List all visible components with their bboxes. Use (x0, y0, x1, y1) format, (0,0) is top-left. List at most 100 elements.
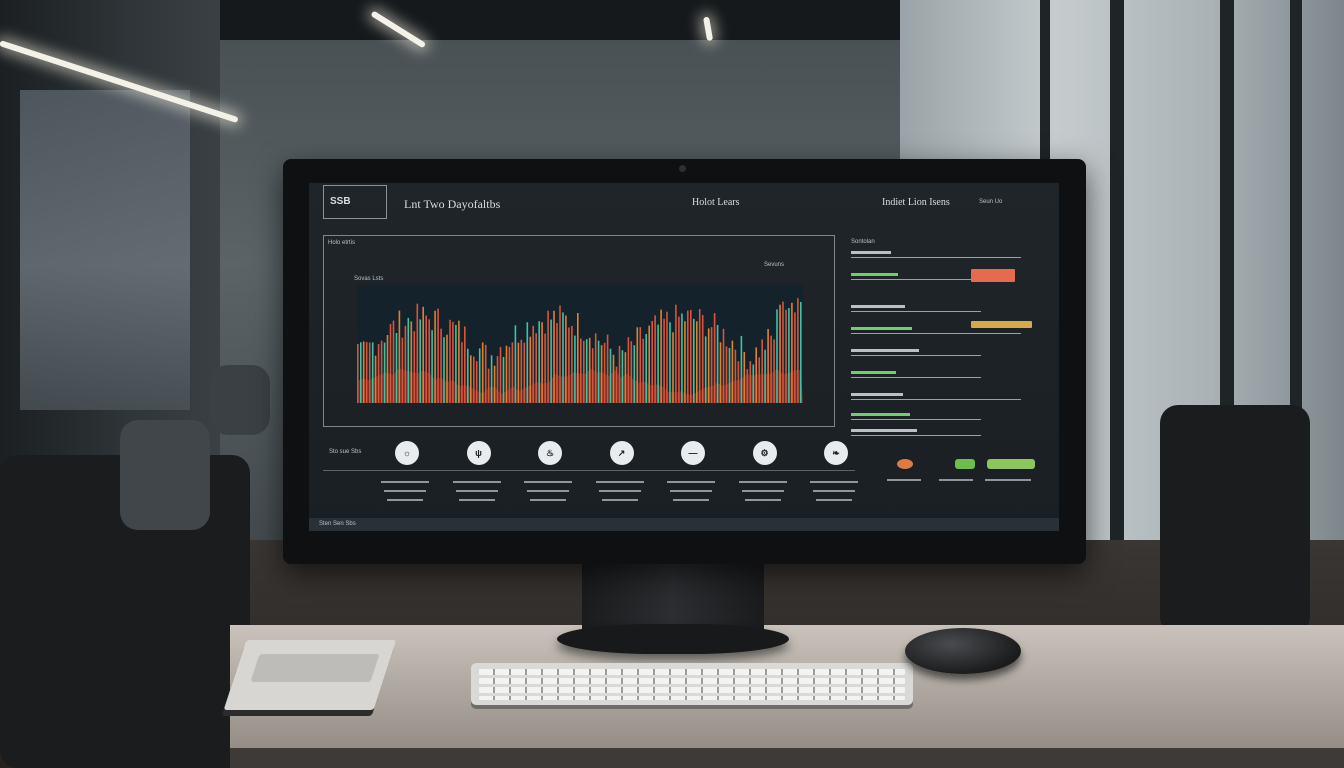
chart-bar (458, 320, 460, 403)
chart-bar (615, 366, 618, 403)
chart-bar (636, 327, 639, 403)
chart-bar (794, 312, 796, 403)
chart-bar (642, 338, 644, 403)
chart-bar (371, 342, 374, 403)
right-panel-row-label (851, 393, 903, 396)
chart-bar (618, 345, 621, 403)
office-chair (120, 420, 210, 530)
logo: SSB (323, 185, 387, 219)
icon-caption-line (384, 490, 426, 492)
chart-bar (770, 335, 772, 403)
chart-bar (627, 337, 630, 403)
sun-icon[interactable]: ☼ (395, 441, 419, 465)
keyboard-row (479, 669, 905, 675)
chart-bar (550, 319, 552, 403)
chart-bar (660, 309, 662, 403)
chart-bar (675, 304, 677, 403)
chart-bar (467, 348, 469, 403)
icon-caption-line (813, 490, 855, 492)
chart-bar (707, 328, 710, 403)
chart-bar (657, 324, 659, 403)
chart-bar (455, 324, 457, 403)
keyboard-row (479, 696, 905, 700)
chart-bar (696, 321, 698, 403)
header-left-title: Lnt Two Dayofaltbs (404, 197, 501, 211)
chart-bar (600, 345, 603, 403)
footer-text: Sten Sen Sbs (319, 521, 356, 527)
chart-bar (678, 316, 680, 403)
icon-caption-line (744, 499, 781, 501)
chart-bar (758, 357, 760, 403)
chart-bar (672, 332, 674, 403)
right-panel-row-line (851, 377, 981, 378)
fork-icon[interactable]: ψ (466, 441, 491, 465)
icon-caption-line (673, 499, 709, 501)
right-panel-row-line (851, 399, 1021, 400)
chart-bar (517, 342, 520, 403)
chart-bar (654, 315, 656, 403)
green-bar-icon (987, 459, 1035, 469)
fire-icon[interactable]: ♨ (538, 441, 562, 465)
chart-bar (621, 350, 624, 403)
chart-bar (585, 339, 588, 403)
computer-mouse (905, 628, 1021, 674)
chart-bar (562, 312, 564, 403)
icon-caption-line (810, 481, 858, 483)
chart-bar (597, 340, 600, 403)
chart-bar (502, 357, 505, 403)
icon-caption-line (455, 490, 498, 492)
line-icon[interactable]: — (681, 441, 705, 465)
chart-title: Holo etrtis (328, 240, 356, 246)
chart-bar (514, 325, 517, 403)
chart-bar (520, 339, 523, 403)
chart-bar (779, 304, 781, 403)
chart-bar (362, 341, 365, 403)
icon-caption-line (939, 479, 973, 481)
chart-bar (505, 345, 508, 403)
icon-caption-line (530, 499, 566, 501)
chart-bar (493, 365, 496, 403)
chart-bar (743, 352, 746, 403)
chart-bar (464, 326, 466, 403)
keyboard (471, 663, 913, 705)
chart-bar (386, 335, 389, 403)
icon-caption-line (667, 481, 715, 483)
right-panel-row-line (851, 435, 981, 436)
chart-bar (487, 368, 490, 403)
chart-bar (452, 321, 454, 403)
right-panel-row-line (851, 419, 981, 420)
icon-caption-line (595, 481, 644, 483)
chart-bar (776, 309, 778, 403)
icon-caption-line (387, 499, 423, 501)
chart-bar (380, 340, 383, 403)
gear-icon[interactable]: ⚙ (752, 441, 777, 465)
chart-bar (612, 354, 615, 403)
chart-bar (568, 327, 570, 403)
chart-bar (565, 315, 567, 403)
monitor-stand (582, 562, 764, 632)
chart-bar (761, 339, 763, 403)
cursor-icon[interactable]: ↗ (609, 441, 634, 465)
leaf-icon[interactable]: ❧ (824, 441, 848, 465)
chart-bar (764, 349, 766, 403)
chart-bar (538, 321, 540, 403)
right-panel-row-line (851, 257, 1021, 258)
icon-caption-line (527, 490, 569, 492)
chart-bar (633, 345, 636, 403)
chart-bar (571, 325, 573, 403)
chart-bar (481, 342, 484, 403)
right-panel-row-line (851, 279, 981, 280)
right-panel-title: Sontolan (851, 239, 875, 245)
right-panel-row-line (851, 311, 981, 312)
chart-bar (577, 313, 579, 403)
chart-bar (535, 333, 537, 403)
chart-bar (580, 338, 582, 403)
right-panel-progress-bar (971, 269, 1015, 282)
chart-bar (416, 303, 419, 403)
chart-bar (752, 364, 755, 403)
office-chair (210, 365, 270, 435)
chart-axis-caption: Sovas Lsts (354, 276, 384, 282)
icon-caption-line (741, 490, 784, 492)
chart-bar (508, 346, 511, 403)
chart-bar (559, 305, 561, 403)
